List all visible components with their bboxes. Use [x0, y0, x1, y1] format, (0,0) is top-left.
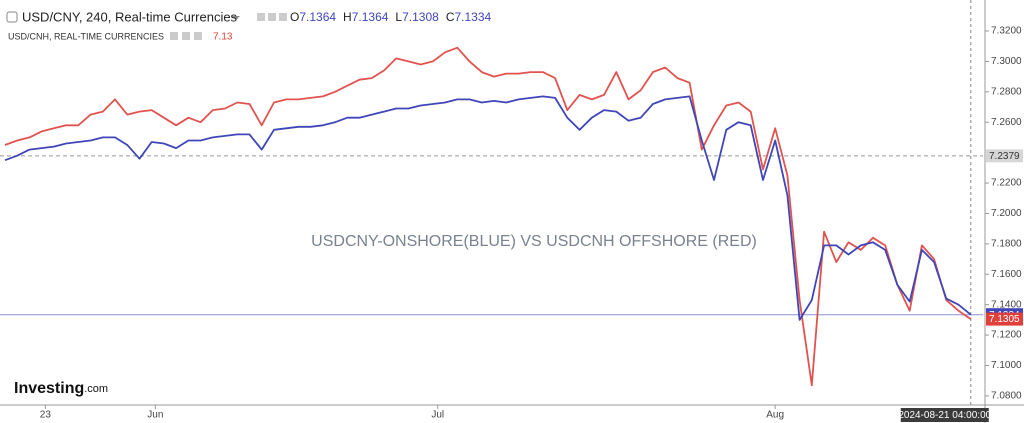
ohlc-value: 7.1308 — [402, 10, 439, 24]
logo-suffix: .com — [84, 383, 108, 395]
series-line — [4, 46, 972, 387]
crosshair-label-box — [900, 408, 989, 422]
logo-name: Investing — [14, 380, 84, 397]
price-label-box — [986, 149, 1023, 163]
price-label: 7.2379 — [989, 151, 1020, 162]
icon[interactable] — [182, 32, 190, 40]
dropdown-caret[interactable] — [232, 16, 240, 20]
y-tick-label: 7.2800 — [991, 86, 1022, 97]
ohlc-key: L — [395, 10, 402, 24]
price-label-box — [986, 312, 1023, 326]
ohlc-key: O — [290, 10, 299, 24]
icon[interactable] — [279, 13, 287, 21]
y-tick-label: 7.0800 — [991, 391, 1022, 402]
y-tick-label: 7.3000 — [991, 56, 1022, 67]
y-tick-label: 7.1800 — [991, 238, 1022, 249]
y-tick-label: 7.2200 — [991, 178, 1022, 189]
y-tick-label: 7.2600 — [991, 117, 1022, 128]
icon[interactable] — [170, 32, 178, 40]
ohlc-key: C — [446, 10, 455, 24]
y-tick-label: 7.1200 — [991, 330, 1022, 341]
x-tick-label: Jul — [431, 410, 444, 421]
series-title: USD/CNH, REAL-TIME CURRENCIES — [8, 31, 164, 41]
series-title: USD/CNY, 240, Real-time Currencies — [22, 9, 238, 24]
ohlc-key: H — [343, 10, 352, 24]
x-tick-label: Jun — [147, 410, 163, 421]
annotation: USDCNY-ONSHORE(BLUE) VS USDCNH OFFSHORE … — [311, 233, 757, 250]
icon[interactable] — [194, 32, 202, 40]
x-tick-label: Aug — [766, 410, 784, 421]
series-line — [4, 95, 972, 321]
legend-value: 7.13 — [213, 32, 233, 43]
icon[interactable] — [268, 13, 276, 21]
symbol-icon[interactable] — [6, 11, 18, 23]
crosshair-label: 2024-08-21 04:00:00 — [898, 410, 991, 421]
ohlc-value: 7.1334 — [454, 10, 491, 24]
icon[interactable] — [257, 13, 265, 21]
ohlc-value: 7.1364 — [352, 10, 389, 24]
logo: Investing.com — [14, 380, 108, 397]
y-tick-label: 7.1600 — [991, 269, 1022, 280]
y-tick-label: 7.1000 — [991, 360, 1022, 371]
ohlc-value: 7.1364 — [299, 10, 336, 24]
y-tick-label: 7.2000 — [991, 208, 1022, 219]
ohlc-values: O7.1364 H7.1364 L7.1308 C7.1334 — [290, 10, 492, 24]
price-label: 7.1305 — [989, 314, 1020, 325]
y-tick-label: 7.1400 — [991, 299, 1022, 310]
y-tick-label: 7.3200 — [991, 26, 1022, 37]
x-tick-label: 23 — [40, 410, 52, 421]
